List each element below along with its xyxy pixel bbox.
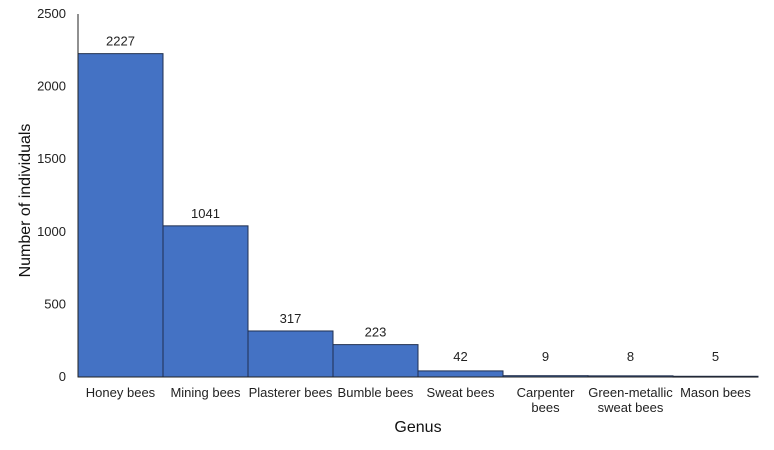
y-axis-title: Number of individuals	[17, 124, 34, 278]
bar-value-label: 9	[542, 349, 549, 364]
bar-value-label: 8	[627, 349, 634, 364]
y-tick-label: 1500	[37, 151, 66, 166]
bar-value-label: 5	[712, 349, 719, 364]
x-tick-label: Mason bees	[680, 385, 751, 400]
bar-value-label: 2227	[106, 34, 135, 49]
x-tick-label: Plasterer bees	[249, 385, 333, 400]
x-tick-label: Bumble bees	[338, 385, 414, 400]
y-tick-label: 0	[59, 369, 66, 384]
bar	[77, 53, 164, 378]
y-tick-label: 500	[44, 296, 66, 311]
x-axis-category-labels: Honey bees Mining bees Plasterer bees Bumbl…	[86, 385, 752, 415]
x-tick-label: Honey bees	[86, 385, 156, 400]
y-tick-label: 1000	[37, 224, 66, 239]
bar-value-label: 223	[365, 325, 387, 340]
bar-value-label: 42	[453, 349, 467, 364]
bar-value-label: 317	[280, 311, 302, 326]
y-tick-label: 2000	[37, 79, 66, 94]
bars	[77, 53, 759, 378]
x-tick-label: Mining bees	[170, 385, 241, 400]
bar-value-label: 1041	[191, 206, 220, 221]
bar	[162, 225, 249, 378]
data-labels: 2227 1041 317 223 42 9 8 5	[106, 34, 719, 364]
bar	[417, 370, 504, 378]
bar	[332, 344, 419, 378]
x-tick-label: Carpenter bees	[517, 385, 575, 415]
y-tick-label: 2500	[37, 6, 66, 21]
x-axis-title: Genus	[394, 419, 441, 436]
y-axis-ticks: 0 500 1000 1500 2000 2500	[37, 6, 66, 384]
bar	[247, 330, 334, 378]
x-tick-label: Green-metallic sweat bees	[588, 385, 673, 415]
x-tick-label: Sweat bees	[427, 385, 495, 400]
